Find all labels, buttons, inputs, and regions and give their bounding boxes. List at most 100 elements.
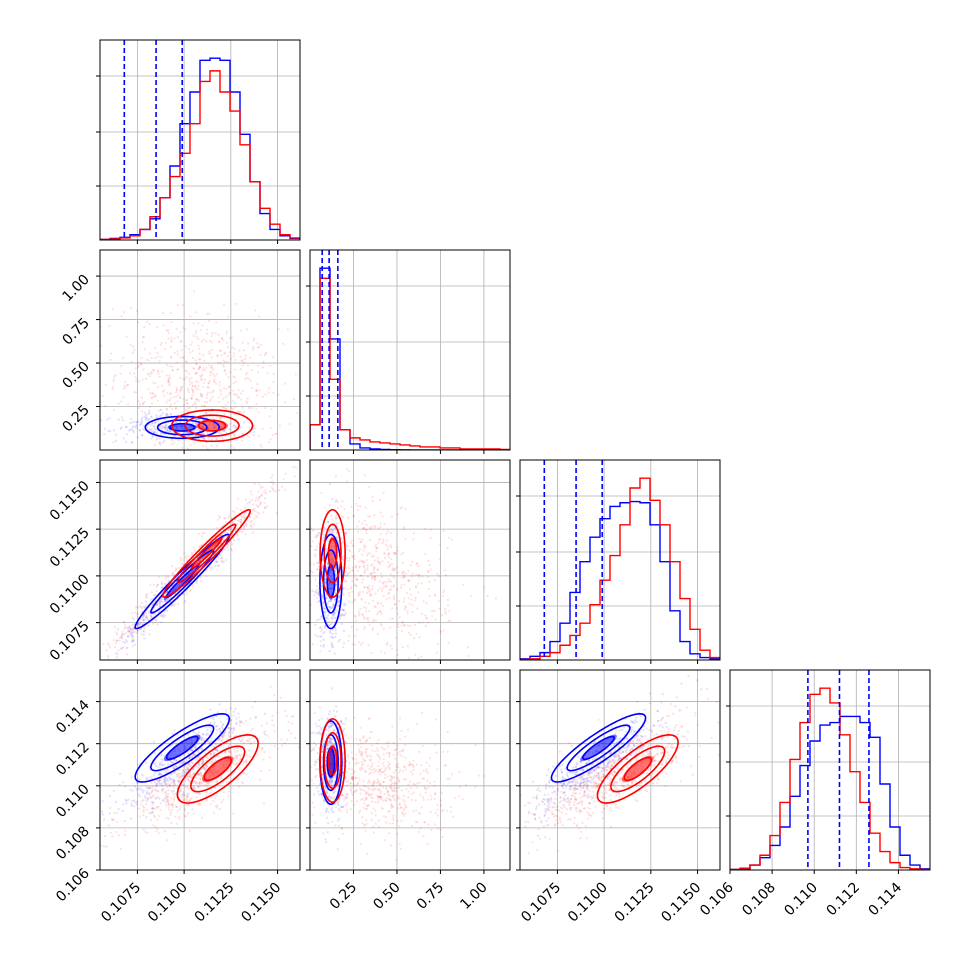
scatter-point xyxy=(227,727,230,730)
scatter-point xyxy=(138,424,142,427)
scatter-point xyxy=(242,762,245,765)
scatter-point xyxy=(334,569,337,573)
scatter-point xyxy=(211,364,214,367)
scatter-point xyxy=(324,577,327,581)
scatter-point xyxy=(379,511,382,514)
scatter-point xyxy=(403,526,406,529)
scatter-point xyxy=(255,514,258,517)
scatter-point xyxy=(170,797,173,800)
scatter-point xyxy=(122,621,125,624)
scatter-point xyxy=(311,589,314,593)
contour-line xyxy=(161,508,252,599)
scatter-point xyxy=(150,616,153,619)
scatter-point xyxy=(208,364,211,367)
scatter-point xyxy=(152,807,156,810)
scatter-point xyxy=(444,574,447,577)
scatter-point xyxy=(253,700,257,704)
scatter-point xyxy=(145,614,148,618)
scatter-point xyxy=(256,342,259,345)
scatter-point xyxy=(361,613,364,616)
scatter-point xyxy=(220,560,223,563)
scatter-point xyxy=(369,592,372,595)
scatter-point xyxy=(210,371,213,374)
scatter-point xyxy=(192,321,195,325)
scatter-point xyxy=(389,626,392,629)
scatter-point xyxy=(236,519,239,522)
scatter-point xyxy=(117,649,120,652)
scatter-point xyxy=(165,770,168,773)
scatter-point xyxy=(140,773,143,776)
scatter-point xyxy=(158,600,161,604)
scatter-point xyxy=(311,643,314,646)
scatter-point xyxy=(124,829,127,832)
scatter-point xyxy=(237,785,241,788)
scatter-point xyxy=(187,787,190,790)
scatter-point xyxy=(164,600,167,603)
scatter-point xyxy=(328,529,332,532)
scatter-point xyxy=(201,760,204,763)
scatter-point xyxy=(366,586,369,589)
scatter-point xyxy=(176,304,179,307)
scatter-point xyxy=(158,441,161,444)
scatter-point xyxy=(336,601,339,604)
scatter-point xyxy=(327,520,330,524)
scatter-point xyxy=(223,369,227,372)
scatter-point xyxy=(217,362,220,365)
scatter-point xyxy=(324,613,327,617)
scatter-point xyxy=(191,787,194,790)
scatter-point xyxy=(142,605,145,608)
scatter-point xyxy=(330,530,333,533)
scatter-point xyxy=(144,777,148,780)
scatter-point xyxy=(252,348,255,351)
scatter-point xyxy=(229,422,232,425)
scatter-point xyxy=(120,647,123,650)
scatter-point xyxy=(243,506,246,509)
scatter-point xyxy=(249,379,252,382)
scatter-point xyxy=(207,792,210,795)
scatter-point xyxy=(331,632,334,636)
scatter-point xyxy=(195,759,198,762)
scatter-point xyxy=(176,361,179,364)
scatter-point xyxy=(198,772,201,775)
scatter-point xyxy=(364,506,367,509)
scatter-point xyxy=(345,579,348,583)
scatter-point xyxy=(328,531,331,535)
scatter-point xyxy=(249,524,252,527)
scatter-point xyxy=(228,391,231,394)
scatter-point xyxy=(363,570,366,573)
scatter-point xyxy=(166,412,169,415)
scatter-point xyxy=(412,538,415,541)
scatter-point xyxy=(396,513,399,516)
scatter-point xyxy=(166,795,169,798)
scatter-point xyxy=(158,415,162,418)
scatter-point xyxy=(136,629,139,633)
scatter-point xyxy=(315,588,318,591)
scatter-point xyxy=(372,618,375,622)
scatter-point xyxy=(357,594,360,597)
scatter-point xyxy=(223,731,226,734)
scatter-point xyxy=(170,320,173,324)
scatter-point xyxy=(412,765,415,769)
scatter-point xyxy=(205,726,208,729)
scatter-point xyxy=(304,548,306,550)
scatter-point xyxy=(255,388,258,391)
scatter-point xyxy=(152,381,155,384)
scatter-point xyxy=(360,752,363,755)
scatter-point xyxy=(234,427,238,430)
scatter-point xyxy=(235,757,238,760)
scatter-point xyxy=(148,352,151,355)
scatter-point xyxy=(166,785,169,789)
scatter-point xyxy=(199,778,202,781)
scatter-point xyxy=(95,400,97,402)
scatter-point xyxy=(259,486,262,489)
scatter-point xyxy=(246,376,249,380)
scatter-point xyxy=(343,613,346,617)
scatter-point xyxy=(223,303,226,306)
scatter-point xyxy=(248,500,251,503)
scatter-point xyxy=(158,441,162,444)
scatter-point xyxy=(220,726,224,729)
scatter-point xyxy=(189,764,192,767)
scatter-point xyxy=(197,399,200,403)
scatter-point xyxy=(291,722,294,725)
scatter-point xyxy=(335,532,338,535)
